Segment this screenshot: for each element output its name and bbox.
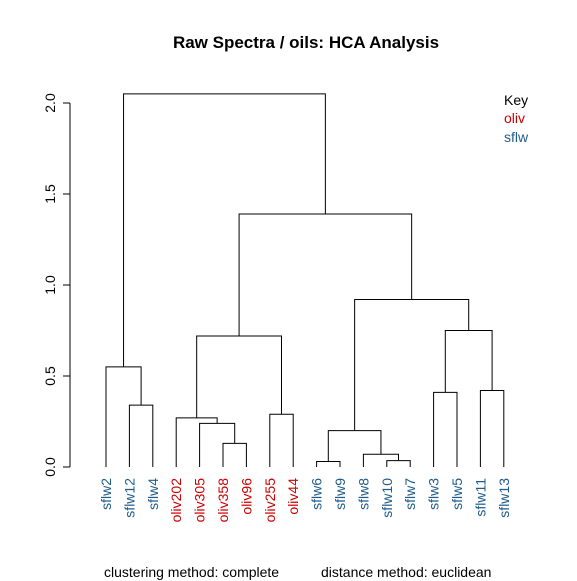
leaf-label: sflw9 bbox=[332, 478, 348, 510]
leaf-label: oliv255 bbox=[262, 478, 278, 523]
dendrogram-branches bbox=[105, 93, 505, 467]
legend-title: Key bbox=[504, 92, 528, 108]
y-axis: 0.0 0.5 1.0 1.5 2.0 bbox=[42, 93, 71, 477]
footer-distance-method: distance method: euclidean bbox=[321, 564, 491, 580]
dendrogram-branch bbox=[479, 390, 505, 467]
y-tick-label: 0.5 bbox=[42, 366, 58, 386]
leaf-label: oliv358 bbox=[215, 478, 231, 523]
y-axis-ticks: 0.0 0.5 1.0 1.5 2.0 bbox=[42, 93, 70, 477]
dendrogram-branch bbox=[327, 430, 382, 462]
dendrogram-branch bbox=[269, 413, 294, 467]
leaf-label: oliv44 bbox=[285, 478, 301, 515]
leaf-label: oliv202 bbox=[168, 478, 184, 523]
leaf-label: sflw7 bbox=[402, 478, 418, 510]
y-tick-label: 0.0 bbox=[42, 457, 58, 477]
leaf-label: sflw6 bbox=[309, 478, 325, 510]
leaf-label: sflw5 bbox=[449, 478, 465, 510]
dendrogram-branch bbox=[386, 460, 411, 467]
y-tick-label: 1.0 bbox=[42, 275, 58, 295]
dendrogram-branch bbox=[433, 391, 458, 467]
leaf-label: sflw4 bbox=[145, 478, 161, 510]
dendrogram-branch bbox=[199, 422, 236, 467]
y-tick-label: 1.5 bbox=[42, 184, 58, 204]
chart-title: Raw Spectra / oils: HCA Analysis bbox=[173, 33, 439, 52]
dendrogram-branch bbox=[123, 93, 326, 367]
leaf-label: sflw8 bbox=[355, 478, 371, 510]
dendrogram-branch bbox=[444, 330, 493, 393]
dendrogram-branch bbox=[128, 404, 154, 467]
leaf-label: sflw12 bbox=[121, 478, 137, 518]
leaf-label: sflw2 bbox=[98, 478, 114, 510]
dendrogram-branch bbox=[238, 213, 413, 336]
dendrogram-branch bbox=[222, 442, 247, 467]
leaf-label: sflw13 bbox=[496, 478, 512, 518]
leaf-label: sflw3 bbox=[426, 478, 442, 510]
leaf-label: sflw10 bbox=[379, 478, 395, 518]
leaf-labels: sflw2 sflw12 sflw4 oliv202 oliv305 oliv358 oli… bbox=[98, 478, 512, 523]
footer-clustering-method: clustering method: complete bbox=[104, 564, 279, 580]
y-tick-label: 2.0 bbox=[42, 93, 58, 113]
leaf-label: oliv305 bbox=[192, 478, 208, 523]
dendrogram-branch bbox=[316, 461, 341, 467]
dendrogram-branch bbox=[196, 335, 282, 418]
dendrogram-branch bbox=[175, 417, 218, 467]
legend-entry-sflw: sflw bbox=[504, 129, 529, 145]
dendrogram-branch bbox=[354, 299, 470, 431]
legend: Key oliv sflw bbox=[504, 92, 529, 145]
legend-entry-oliv: oliv bbox=[504, 110, 525, 126]
dendrogram-branch bbox=[105, 366, 142, 467]
leaf-label: sflw11 bbox=[472, 478, 488, 517]
leaf-label: oliv96 bbox=[238, 478, 254, 515]
